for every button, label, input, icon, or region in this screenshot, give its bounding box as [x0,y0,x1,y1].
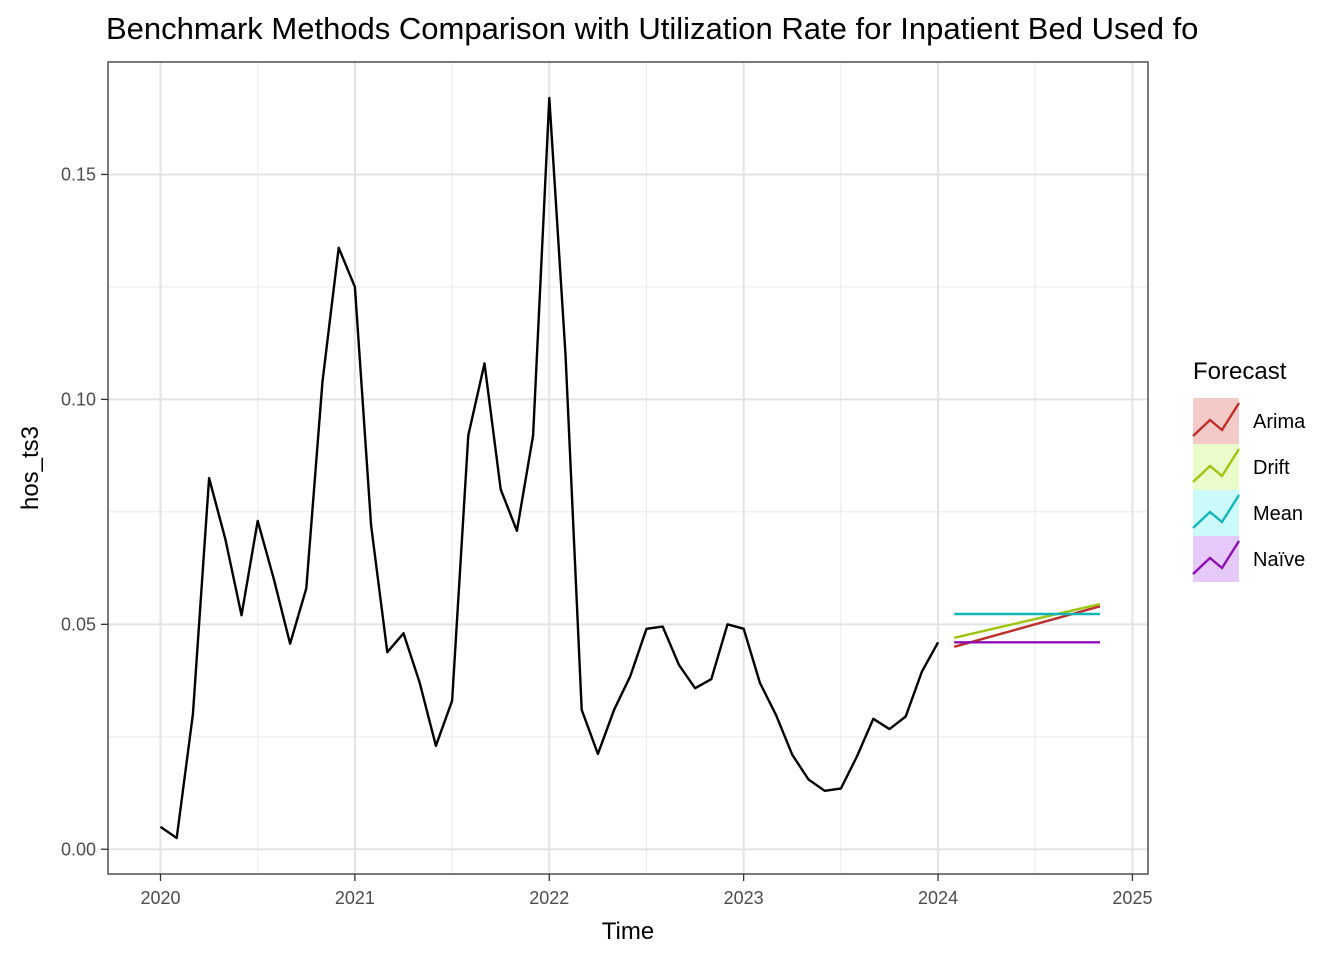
legend-item-arima: Arima [1192,398,1306,444]
legend-key-line [1192,494,1241,529]
legend-key-fill [1193,536,1239,582]
y-tick-label: 0.05 [61,614,96,634]
legend-key-fill [1193,398,1239,444]
legend: Forecast Arima Drift Mean Naïve [1192,358,1306,582]
series-lines [159,96,1101,840]
observed-series-line [159,96,940,840]
panel-border [107,61,1149,875]
x-tick-label: 2020 [140,888,180,908]
y-tick-label: 0.10 [61,389,96,409]
legend-item-nave: Naïve [1192,536,1305,582]
legend-item-mean: Mean [1192,490,1303,536]
legend-label: Mean [1253,503,1303,525]
panel-background [108,62,1148,874]
legend-title: Forecast [1193,358,1287,385]
x-tick-label: 2025 [1112,888,1152,908]
x-tick-label: 2024 [918,888,958,908]
legend-label: Arima [1253,411,1306,433]
x-axis-title: Time [602,918,654,945]
legend-key-fill [1193,444,1239,490]
chart-title: Benchmark Methods Comparison with Utiliz… [106,11,1198,46]
y-axis-title: hos_ts3 [17,426,44,510]
legend-key-fill [1193,490,1239,536]
grid-major [108,62,1148,874]
forecast-line-drift [953,602,1101,639]
x-tick-label: 2023 [724,888,764,908]
x-tick-label: 2022 [529,888,569,908]
legend-label: Drift [1253,457,1290,479]
plot-panel [107,61,1149,875]
legend-item-drift: Drift [1192,444,1290,490]
x-tick-label: 2021 [335,888,375,908]
y-tick-label: 0.00 [61,839,96,859]
legend-label: Naïve [1253,549,1305,571]
y-axis: 0.00 0.05 0.10 0.15 [61,164,108,859]
legend-key-line [1192,540,1241,575]
y-tick-label: 0.15 [61,164,96,184]
legend-key-line [1192,448,1241,483]
x-axis: 2020 2021 2022 2023 2024 2025 [140,874,1152,908]
legend-key-line [1192,402,1241,437]
